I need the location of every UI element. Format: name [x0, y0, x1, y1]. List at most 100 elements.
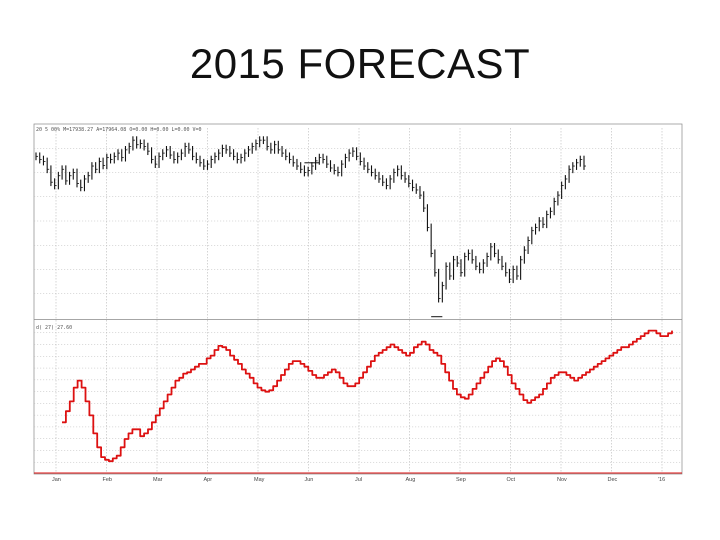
price-bar [236, 152, 240, 164]
indicator-line [62, 329, 673, 463]
price-bar [266, 136, 270, 151]
price-bar [423, 191, 426, 212]
price-bar [110, 153, 113, 164]
price-bar [192, 145, 195, 161]
price-bar [80, 179, 83, 192]
price-bar [83, 175, 87, 192]
price-bar [322, 153, 326, 164]
price-bar [475, 255, 478, 271]
price-bar [471, 249, 475, 264]
price-bar [61, 165, 65, 180]
price-bar [359, 152, 363, 166]
price-bar [445, 262, 449, 290]
month-tick-label: '16 [658, 477, 665, 483]
price-bar [329, 160, 333, 172]
price-bar [337, 166, 340, 177]
price-bar [173, 151, 176, 164]
price-bar [564, 175, 568, 190]
price-bar [154, 155, 158, 168]
month-tick-label: Aug [406, 477, 416, 483]
price-bar [255, 139, 258, 151]
price-bar [139, 139, 143, 149]
price-header-text: 20 5 00% M=17938.27 A=17964.08 O=0.00 H=… [36, 127, 202, 133]
price-bar [98, 157, 102, 174]
price-bar [87, 171, 91, 183]
price-bar [244, 149, 247, 162]
price-bar [497, 249, 501, 264]
price-bar [356, 147, 359, 161]
price-bar [404, 171, 408, 183]
price-bar [482, 259, 486, 274]
price-bar [218, 149, 221, 161]
price-bar [389, 175, 393, 190]
month-tick-label: Apr [204, 477, 213, 483]
price-bar [121, 149, 124, 162]
price-bar [575, 158, 579, 170]
month-tick-label: Feb [103, 477, 112, 483]
price-bar [69, 171, 72, 185]
price-bar [400, 165, 404, 180]
indicator-panel [34, 329, 682, 474]
price-bar [538, 217, 542, 232]
price-bar [385, 178, 389, 190]
price-bar [572, 162, 575, 174]
price-bar [456, 255, 460, 267]
price-bar [180, 149, 184, 161]
price-bar [430, 223, 434, 258]
price-bar [296, 158, 299, 170]
chart-labels: Jan Feb Mar Apr May Jun Jul Aug Sep Oct Nov Dec '16 2… [36, 127, 665, 483]
price-bar [490, 242, 493, 261]
price-bar [165, 145, 169, 157]
price-bar [307, 166, 311, 177]
month-tick-label: Mar [153, 477, 163, 483]
price-bar [452, 255, 456, 280]
price-bar [214, 152, 217, 164]
price-bar [367, 162, 370, 174]
price-bar [512, 265, 516, 284]
price-bar [177, 152, 180, 164]
price-bar [479, 262, 482, 274]
price-bar [300, 162, 303, 174]
price-bar [397, 165, 400, 177]
month-tick-label: Sep [456, 477, 466, 483]
price-bar [274, 140, 277, 154]
indicator-header-text: d( 27) 27.60 [36, 325, 72, 331]
price-bar [523, 246, 527, 264]
price-bar [370, 165, 374, 177]
price-bar [54, 178, 57, 190]
price-bar [158, 152, 162, 168]
price-bar [277, 140, 281, 154]
price-bar [206, 160, 210, 170]
price-bar [441, 281, 445, 303]
price-bar [493, 242, 497, 258]
price-bar [281, 145, 285, 157]
price-bar [65, 165, 68, 185]
price-bar [460, 259, 463, 277]
price-bar [449, 262, 452, 280]
price-bar [39, 152, 42, 164]
price-bar [35, 152, 38, 161]
price-bar [76, 168, 80, 188]
price-bar [102, 157, 106, 170]
price-bar [333, 164, 337, 175]
price-bar [505, 262, 508, 277]
month-tick-label: Jul [355, 477, 362, 483]
price-bar [561, 181, 564, 200]
price-bar [568, 165, 572, 183]
price-bar [318, 153, 322, 165]
price-bar [251, 142, 255, 154]
price-bar [91, 162, 94, 180]
price-bar [315, 156, 318, 170]
price-bar [411, 179, 415, 192]
price-bar [106, 153, 109, 170]
slide-title: 2015 FORECAST [189, 40, 531, 87]
price-bar [203, 158, 206, 170]
price-bar [557, 191, 560, 206]
price-bar [128, 142, 132, 154]
price-bar [374, 168, 378, 180]
month-tick-label: May [254, 477, 265, 483]
price-bar [270, 142, 273, 154]
price-bar [288, 152, 292, 164]
price-bar [583, 155, 586, 170]
price-bar [464, 252, 467, 277]
